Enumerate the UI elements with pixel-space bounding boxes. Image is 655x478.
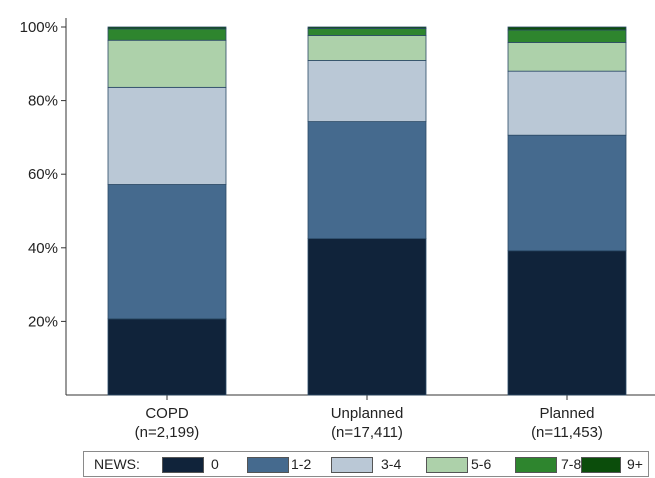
bar-segment [307,60,427,122]
x-axis-labels: COPD (n=2,199) Unplanned (n=17,411) Planned (… [135,405,603,441]
legend-title: NEWS: [94,456,140,472]
y-tick-label: 100% [20,19,58,36]
bar-segment [307,35,427,61]
bar-segment [107,184,227,320]
x-tick-label: Unplanned [331,405,404,422]
bar-segment [307,121,427,239]
y-tick-label: 80% [28,93,58,110]
legend-label: 5-6 [471,456,492,472]
y-tick-label: 40% [28,240,58,257]
legend: NEWS: 0 1-2 3-4 5-6 7-8 9+ [83,451,649,477]
x-tick-label: COPD [145,405,189,422]
x-tick-sublabel: (n=17,411) [331,424,403,441]
legend-swatch [426,457,468,473]
bar-segment [107,28,227,41]
bar-segment [507,42,627,72]
bar-segment [107,318,227,396]
legend-label: 9+ [627,456,643,472]
bar-segment [507,250,627,396]
legend-swatch [331,457,373,473]
legend-swatch [581,457,621,473]
legend-swatch [162,457,204,473]
x-tick-sublabel: (n=11,453) [531,424,603,441]
bar-segment [307,238,427,396]
bar-segment [107,26,227,30]
bar-segment [107,39,227,88]
bar-segment [507,134,627,252]
chart-bars [107,26,627,396]
legend-swatch [515,457,557,473]
y-tick-label: 60% [28,166,58,183]
x-tick-label: Planned [539,405,594,422]
bar-segment [107,86,227,185]
legend-swatch [247,457,289,473]
bar-segment [507,29,627,43]
bar-segment [307,28,427,36]
x-tick-sublabel: (n=2,199) [135,424,200,441]
y-tick-label: 20% [28,313,58,330]
legend-label: 7-8 [561,456,582,472]
bar-segment [507,26,627,31]
legend-label: 0 [211,456,219,472]
y-axis-labels: 20% 40% 60% 80% 100% [20,19,58,330]
bar-segment [507,70,627,136]
legend-label: 3-4 [381,456,402,472]
legend-label: 1-2 [291,456,312,472]
bar-segment [307,26,427,29]
